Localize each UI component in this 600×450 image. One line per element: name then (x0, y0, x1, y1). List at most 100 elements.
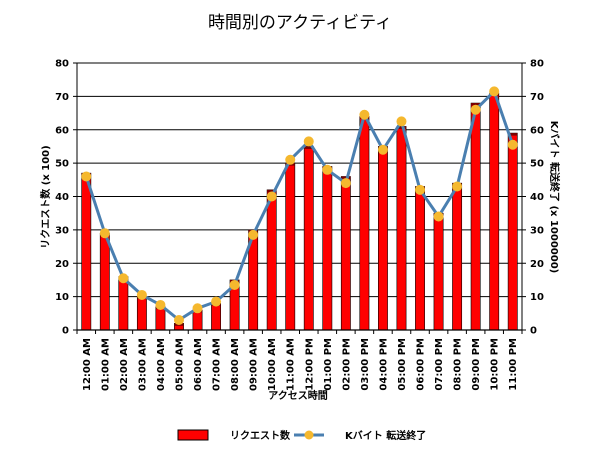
line-point (322, 164, 333, 175)
bar-cap (267, 189, 277, 193)
y2-tick-label: 40 (530, 192, 544, 203)
line-point (396, 116, 407, 127)
y-axis-label: リクエスト数 (x 100) (39, 145, 52, 248)
bar (378, 146, 388, 331)
bar (155, 306, 166, 331)
x-tick-label: 11:00 AM (286, 338, 297, 391)
line-point (340, 178, 351, 189)
line-point (470, 104, 481, 115)
line-point (377, 144, 388, 155)
x-tick-label: 03:00 AM (137, 338, 148, 391)
x-tick-label: 01:00 PM (323, 338, 334, 391)
x-tick-label: 06:00 AM (193, 338, 204, 391)
x-tick-label: 11:00 PM (508, 338, 519, 391)
bar-cap (304, 146, 314, 149)
y-tick-label: 30 (55, 225, 69, 236)
line-point (415, 184, 426, 195)
bar (285, 162, 296, 331)
bar (303, 146, 314, 331)
bar (507, 132, 518, 331)
y2-axis-label: Kバイト 転送終了 (x 1000000) (548, 121, 561, 274)
x-tick-label: 04:00 PM (378, 338, 389, 391)
y2-tick-label: 30 (530, 225, 544, 236)
line-point (173, 314, 184, 325)
x-tick-label: 09:00 PM (471, 338, 482, 391)
bar (118, 276, 129, 331)
line-point (452, 181, 463, 192)
bar (359, 116, 370, 331)
y-tick-label: 0 (62, 326, 69, 337)
y2-tick-label: 0 (530, 326, 537, 337)
legend-bar-swatch (177, 429, 209, 441)
bar-cap (396, 126, 407, 129)
line-point (155, 299, 166, 310)
y-tick-label: 10 (55, 292, 69, 303)
line-point (229, 279, 240, 290)
bar (396, 126, 407, 331)
x-tick-label: 10:00 PM (490, 338, 501, 391)
x-tick-label: 09:00 AM (249, 338, 260, 391)
line-series (81, 86, 518, 325)
legend: リクエスト数 Kバイト 転送終了 (177, 429, 426, 442)
line-point (489, 86, 500, 97)
x-tick-label: 01:00 AM (100, 338, 111, 391)
line-point (248, 229, 259, 240)
line-point (81, 171, 92, 182)
line-point (507, 139, 518, 150)
x-tick-label: 07:00 AM (212, 338, 223, 391)
bar (99, 232, 110, 331)
y-tick-label: 80 (55, 59, 69, 70)
bar (433, 212, 444, 331)
x-tick-label: 02:00 AM (119, 338, 130, 391)
x-tick-label: 05:00 AM (174, 338, 185, 391)
bar (415, 186, 425, 331)
legend-line-marker (304, 430, 314, 440)
y-tick-label: 60 (55, 125, 69, 136)
line-point (136, 289, 147, 300)
line-point (303, 136, 314, 147)
axes (73, 62, 526, 334)
bar-cap (508, 133, 518, 136)
x-tick-label: 02:00 PM (341, 338, 352, 391)
y2-tick-label: 20 (530, 259, 544, 270)
x-axis-label: アクセス時間 (268, 389, 328, 402)
x-tick-label: 08:00 AM (230, 338, 241, 391)
tick-labels: 0 0 10 10 20 20 30 30 40 40 50 50 60 60 70 70 80 80 12:00 … (55, 59, 544, 392)
x-tick-label: 06:00 PM (416, 338, 427, 391)
x-tick-label: 12:00 AM (82, 338, 93, 391)
bar (452, 182, 463, 331)
y-tick-label: 50 (55, 159, 69, 170)
x-tick-label: 04:00 AM (156, 338, 167, 391)
line-point (266, 191, 277, 202)
x-tick-label: 07:00 PM (434, 338, 445, 391)
chart-title: 時間別のアクティビティ (208, 13, 392, 33)
y2-tick-label: 10 (530, 292, 544, 303)
grid-lines (77, 62, 522, 331)
x-tick-label: 12:00 PM (304, 338, 315, 391)
y2-tick-label: 80 (530, 59, 544, 70)
legend-bar-label: リクエスト数 (230, 429, 291, 442)
y2-tick-label: 70 (530, 92, 544, 103)
bar (211, 302, 221, 331)
bar-series (81, 92, 518, 331)
x-tick-label: 08:00 PM (453, 338, 464, 391)
line-point (192, 303, 203, 314)
line-point (211, 296, 222, 307)
bar (136, 296, 147, 331)
y2-tick-label: 50 (530, 159, 544, 170)
bar (322, 166, 333, 331)
bar (81, 172, 92, 331)
bar (340, 176, 351, 331)
series-line (84, 89, 515, 322)
line-point (118, 273, 129, 284)
bar (489, 92, 500, 331)
x-tick-label: 03:00 PM (360, 338, 371, 391)
legend-line-label: Kバイト 転送終了 (345, 429, 426, 442)
x-tick-label: 10:00 AM (267, 338, 278, 391)
line-point (433, 211, 444, 222)
y-tick-label: 20 (55, 259, 69, 270)
bar (470, 102, 481, 331)
x-tick-label: 05:00 PM (397, 338, 408, 391)
